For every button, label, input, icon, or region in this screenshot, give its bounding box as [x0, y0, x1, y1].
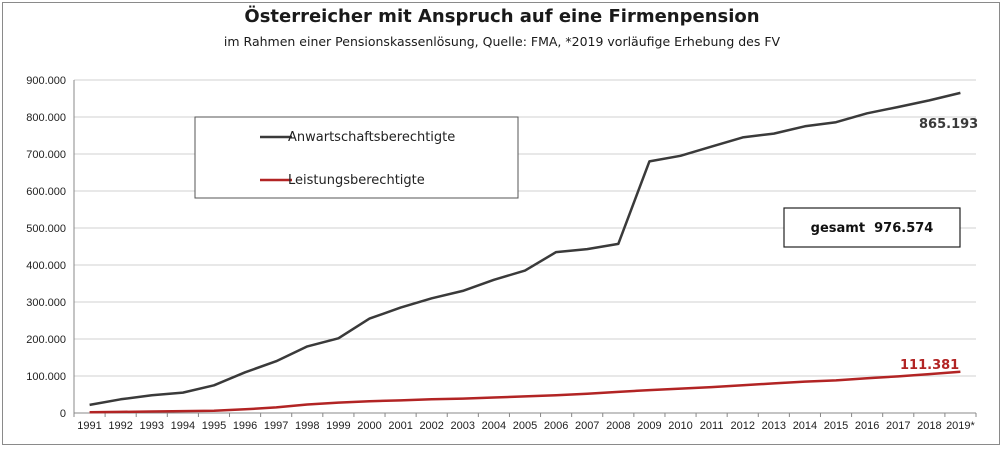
x-tick-label: 2011 [700, 420, 724, 432]
y-tick-label: 800.000 [26, 112, 66, 124]
x-tick-label: 2010 [668, 420, 692, 432]
x-tick-label: 2013 [762, 420, 786, 432]
series-lines [89, 91, 961, 414]
end-value-leistung: 111.381 [900, 358, 959, 373]
y-tick-label: 500.000 [26, 223, 66, 235]
x-tick-label: 2017 [886, 420, 910, 432]
y-tick-label: 200.000 [26, 334, 66, 346]
x-tick-label: 2015 [824, 420, 848, 432]
series-line-leistung [89, 370, 961, 414]
legend: Anwartschaftsberechtigte Leistungsberech… [194, 116, 519, 199]
x-tick-label: 2003 [451, 420, 475, 432]
x-tick-label: 2012 [730, 420, 754, 432]
x-tick-label: 2002 [419, 420, 443, 432]
x-tick-label: 1992 [108, 420, 132, 432]
x-tick-label: 2005 [513, 420, 537, 432]
chart-title: Österreicher mit Anspruch auf eine Firme… [244, 6, 760, 27]
x-tick-label: 1998 [295, 420, 319, 432]
x-tick-label: 1994 [171, 420, 195, 432]
x-tick-label: 2019* [946, 420, 975, 432]
x-tick-label: 2014 [793, 420, 817, 432]
y-tick-label: 0 [60, 408, 66, 420]
x-tick-label: 1991 [77, 420, 101, 432]
x-tick-label: 2000 [357, 420, 381, 432]
x-tick-label: 2006 [544, 420, 568, 432]
legend-label-leistung: Leistungsberechtigte [288, 173, 425, 188]
x-tick-label: 1997 [264, 420, 288, 432]
y-tick-label: 600.000 [26, 186, 66, 198]
legend-label-anwartschaft: Anwartschaftsberechtigte [288, 130, 455, 145]
x-tick-label: 2009 [637, 420, 661, 432]
y-tick-label: 700.000 [26, 149, 66, 161]
series-line-anwartschaft [89, 91, 961, 407]
x-tick-label: 2001 [388, 420, 412, 432]
axes: 0 100.000 200.000 300.000 400.000 500.000 600.… [26, 75, 977, 432]
chart-subtitle: im Rahmen einer Pensionskassenlösung, Qu… [223, 34, 781, 49]
total-box: gesamt 976.574 [783, 207, 961, 248]
x-tick-label: 2016 [855, 420, 879, 432]
x-tick-label: 2007 [575, 420, 599, 432]
y-tick-label: 400.000 [26, 260, 66, 272]
x-tick-label: 1995 [202, 420, 226, 432]
x-tick-label: 1999 [326, 420, 350, 432]
legend-box [194, 116, 519, 199]
y-tick-label: 300.000 [26, 297, 66, 309]
y-tick-label: 900.000 [26, 75, 66, 87]
x-tick-label: 1996 [233, 420, 257, 432]
x-tick-label: 2004 [482, 420, 506, 432]
total-box-frame [783, 207, 961, 248]
y-tick-label: 100.000 [26, 371, 66, 383]
total-box-label: gesamt 976.574 [811, 221, 934, 236]
x-tick-label: 2018 [917, 420, 941, 432]
x-tick-label: 1993 [140, 420, 164, 432]
x-tick-label: 2008 [606, 420, 630, 432]
end-value-anwartschaft: 865.193 [919, 117, 978, 132]
